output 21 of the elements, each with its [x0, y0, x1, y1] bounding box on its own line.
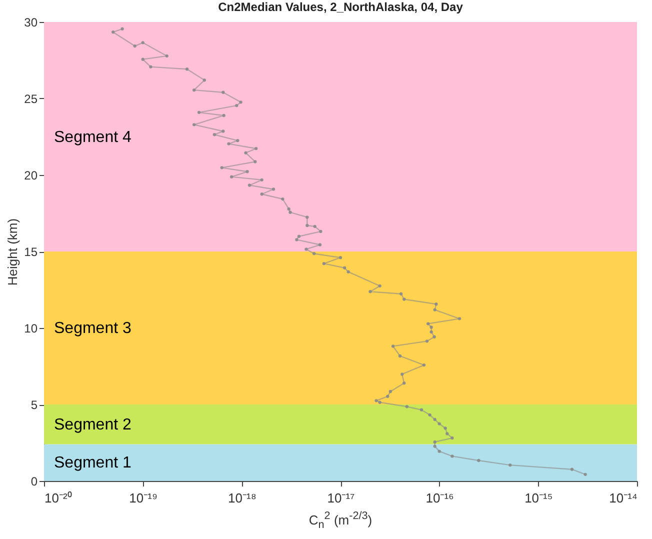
chart-title: Cn2Median Values, 2_NorthAlaska, 04, Day: [218, 0, 464, 14]
x-tick-label: 10⁻¹⁷: [327, 490, 356, 506]
x-tick-label: 10⁻¹⁹: [129, 490, 158, 506]
x-tick-label: 10⁻²⁰: [44, 490, 72, 506]
y-tick-label: 10: [24, 322, 38, 336]
x-tick-label: 10⁻¹⁵: [524, 490, 553, 506]
y-tick-label: 25: [24, 92, 38, 106]
band-label: Segment 2: [54, 416, 132, 434]
y-tick-label: 15: [24, 245, 38, 259]
x-tick-label: 10⁻¹⁶: [426, 490, 454, 506]
x-tick-label: 10⁻¹⁸: [228, 490, 256, 506]
x-axis-title: C$_{n}$$^{2}$ (m$^{-2/3}$): [308, 510, 374, 531]
y-tick-label: 5: [30, 398, 38, 412]
band-label: Segment 3: [54, 320, 132, 337]
x-tick-label: 10⁻¹⁴: [609, 490, 638, 506]
y-axis-title: Height (km): [5, 218, 20, 286]
y-tick-label: 30: [24, 16, 38, 30]
band-label: Segment 1: [54, 454, 132, 472]
y-tick-label: 20: [24, 168, 38, 182]
y-tick-label: 0: [30, 474, 38, 488]
band-label: Segment 4: [54, 128, 132, 146]
